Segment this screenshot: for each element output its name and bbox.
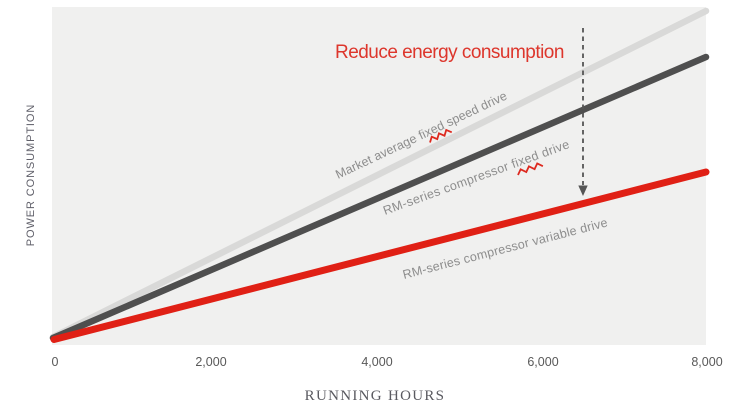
svg-text:RM-series compressor fixed dri: RM-series compressor fixed drive — [381, 137, 571, 218]
